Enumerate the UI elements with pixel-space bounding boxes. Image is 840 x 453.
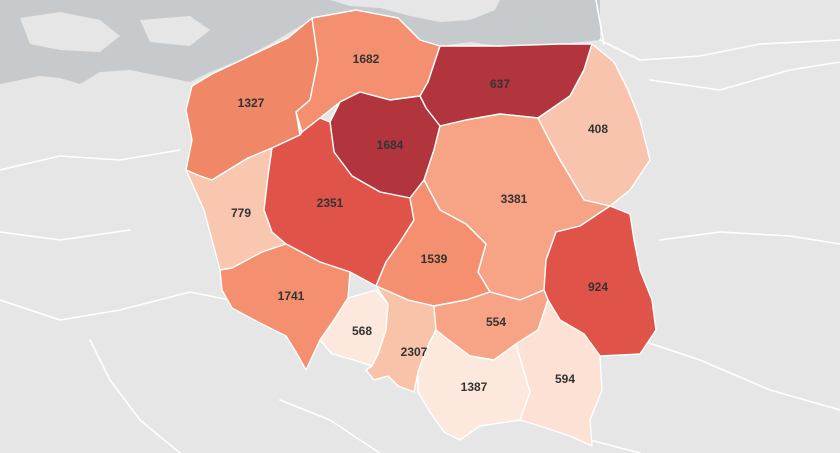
- region-slaskie[interactable]: [365, 285, 437, 393]
- danish-islands: [20, 12, 120, 52]
- label-podkarpackie: 594: [555, 372, 575, 386]
- label-warminsko-mazurskie: 637: [490, 77, 510, 91]
- label-malopolskie: 1387: [461, 380, 488, 394]
- label-lubuskie: 779: [231, 206, 251, 220]
- label-mazowieckie: 3381: [501, 192, 528, 206]
- danish-island-2: [140, 16, 210, 46]
- label-slaskie: 2307: [401, 345, 428, 359]
- label-opolskie: 568: [352, 324, 372, 338]
- label-zachodniopomorskie: 1327: [238, 96, 265, 110]
- region-podkarpackie[interactable]: [515, 299, 603, 447]
- label-kujawsko-pomorskie: 1684: [377, 138, 404, 152]
- label-lodzkie: 1539: [421, 252, 448, 266]
- scandinavia-landmass: [330, 0, 500, 22]
- label-pomorskie: 1682: [353, 52, 380, 66]
- label-dolnoslaskie: 1741: [278, 289, 305, 303]
- label-podlaskie: 408: [588, 122, 608, 136]
- label-lubelskie: 924: [588, 280, 608, 294]
- region-value-labels: 1327 1682 637 408 1684 779 2351 3381 153…: [231, 52, 608, 394]
- voivodeship-regions: [185, 9, 657, 447]
- label-wielkopolskie: 2351: [317, 196, 344, 210]
- label-swietokrzyskie: 554: [486, 315, 506, 329]
